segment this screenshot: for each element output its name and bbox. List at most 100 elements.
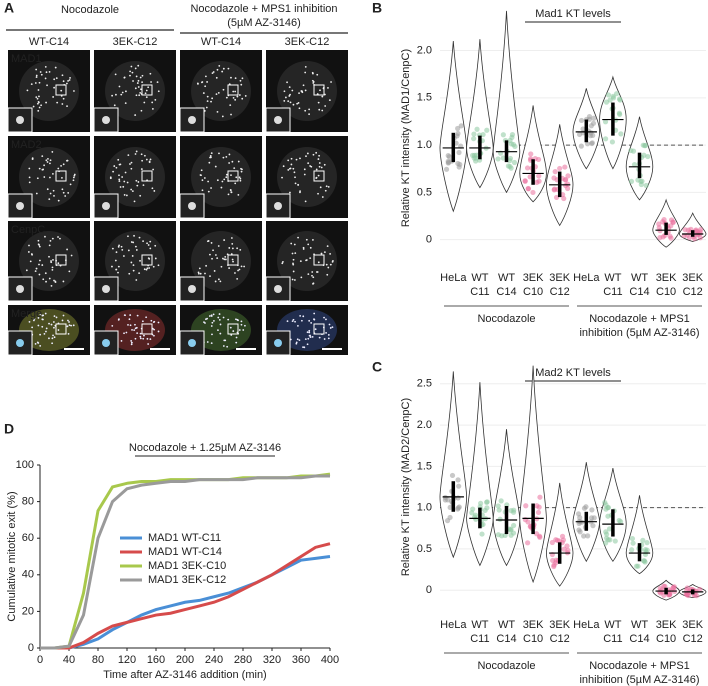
x-tick-label: 3EK xyxy=(523,619,544,631)
spot xyxy=(72,179,75,182)
spot xyxy=(130,241,133,243)
spot xyxy=(134,87,137,90)
spot xyxy=(217,316,220,319)
spot xyxy=(141,81,144,84)
point xyxy=(561,195,567,202)
spot xyxy=(38,167,41,170)
spot xyxy=(149,158,152,161)
spot xyxy=(129,314,132,316)
spot xyxy=(206,95,209,98)
spot xyxy=(232,260,234,263)
spot xyxy=(123,255,125,257)
spot xyxy=(228,162,231,164)
spot xyxy=(67,192,70,194)
spot xyxy=(57,262,60,265)
point xyxy=(605,537,611,543)
spot xyxy=(31,326,34,329)
spot xyxy=(57,167,60,170)
spot xyxy=(133,329,136,332)
spot xyxy=(127,249,130,252)
point xyxy=(561,546,567,552)
spot xyxy=(290,157,293,160)
group-label: Nocodazole xyxy=(477,313,535,325)
spot xyxy=(153,334,155,337)
spot xyxy=(140,109,143,112)
x-tick-label: WT xyxy=(498,272,515,284)
spot xyxy=(140,153,143,156)
spot xyxy=(241,97,244,100)
spot xyxy=(41,325,44,328)
point xyxy=(458,123,464,129)
point xyxy=(508,532,514,538)
spot xyxy=(123,76,126,79)
spot xyxy=(213,270,216,272)
x-tick-label: HeLa xyxy=(440,272,467,284)
spot xyxy=(325,318,327,321)
spot xyxy=(135,75,138,78)
spot xyxy=(138,272,141,275)
spot xyxy=(284,96,287,99)
violin xyxy=(439,371,468,559)
spot xyxy=(53,78,56,81)
series-line xyxy=(40,474,330,650)
spot xyxy=(291,252,294,255)
x-tick-label: 3EK xyxy=(656,272,677,284)
spot xyxy=(210,342,213,345)
point xyxy=(525,540,531,546)
spot xyxy=(327,337,330,340)
spot xyxy=(206,100,209,103)
spot xyxy=(67,319,69,322)
spot xyxy=(122,185,125,188)
point xyxy=(549,539,555,546)
point xyxy=(645,153,651,160)
spot xyxy=(234,272,236,274)
spot xyxy=(201,179,204,182)
spot xyxy=(67,332,70,335)
spot xyxy=(323,316,325,319)
spot xyxy=(232,330,235,332)
spot xyxy=(145,158,148,161)
spot xyxy=(157,264,160,267)
spot xyxy=(294,176,296,179)
spot xyxy=(306,152,309,155)
spot xyxy=(317,101,320,104)
spot xyxy=(315,176,318,179)
spot xyxy=(36,97,39,100)
spot xyxy=(141,74,144,77)
spot xyxy=(37,109,40,112)
spot xyxy=(237,160,240,163)
spot xyxy=(316,73,319,76)
group-label: Nocodazole + MPS1 xyxy=(589,313,690,325)
spot xyxy=(154,98,157,101)
spot xyxy=(325,263,328,266)
spot xyxy=(236,247,239,250)
spot xyxy=(117,158,120,161)
spot xyxy=(64,195,67,197)
spot xyxy=(300,319,303,322)
spot xyxy=(328,99,331,102)
spot xyxy=(307,243,310,246)
point xyxy=(528,151,534,157)
spot xyxy=(205,106,208,109)
roi-box xyxy=(141,254,153,266)
cell xyxy=(277,147,337,207)
spot xyxy=(230,113,232,116)
column-label: WT-C14 xyxy=(201,36,241,48)
spot xyxy=(230,334,233,336)
point xyxy=(525,186,531,192)
spot xyxy=(134,153,137,155)
spot xyxy=(138,236,141,239)
spot xyxy=(27,251,30,253)
spot xyxy=(66,105,68,108)
spot xyxy=(231,258,234,261)
spot xyxy=(145,268,148,271)
roi-box xyxy=(313,170,325,182)
point xyxy=(498,498,504,504)
spot xyxy=(46,84,48,87)
spot xyxy=(115,268,118,271)
spot xyxy=(151,101,154,104)
spot xyxy=(299,190,301,193)
spot xyxy=(221,70,224,73)
spot xyxy=(118,174,120,177)
spot xyxy=(217,278,220,281)
